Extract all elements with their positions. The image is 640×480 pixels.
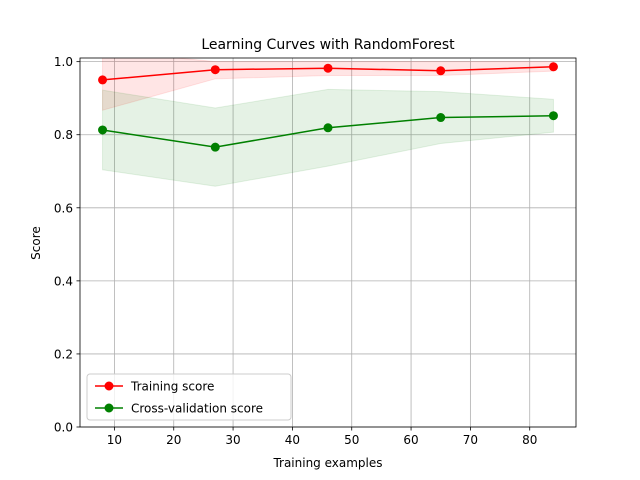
x-tick-label-0: 10 [107,433,122,447]
point-0-3 [436,66,446,76]
point-0-4 [548,62,558,72]
point-0-0 [98,75,108,85]
point-1-4 [548,111,558,121]
legend-box [86,373,292,421]
point-1-3 [436,113,446,123]
point-0-1 [210,65,220,75]
x-tick-label-2: 30 [225,433,240,447]
y-tick-label-0: 0.0 [54,421,73,435]
y-tick-label-4: 0.8 [54,128,73,142]
point-1-2 [323,123,333,133]
x-tick-label-7: 80 [522,433,537,447]
x-tick-label-5: 60 [403,433,418,447]
band-1 [102,88,554,187]
y-tick-label-1: 0.2 [54,347,73,361]
y-axis-label: Score [29,226,43,260]
chart-title: Learning Curves with RandomForest [201,37,455,53]
legend-label-1: Cross-validation score [131,402,263,416]
x-tick-label-1: 20 [166,433,181,447]
x-tick-label-6: 70 [463,433,478,447]
point-1-0 [98,125,108,135]
y-tick-label-3: 0.6 [54,201,73,215]
y-tick-label-5: 1.0 [54,55,73,69]
legend-marker-0 [104,381,114,391]
x-tick-label-3: 40 [285,433,300,447]
plot-area: 10 20 30 40 50 60 70 80 0.0 0.2 0.4 0.6 0.8 1.0 Traini… [54,55,577,447]
x-axis-label: Training examples [272,456,382,470]
axes-frame [79,57,577,428]
x-tick-label-4: 50 [344,433,359,447]
point-0-2 [323,63,333,73]
y-tick-label-2: 0.4 [54,274,73,288]
legend-label-0: Training score [130,380,214,394]
point-1-1 [210,142,220,152]
legend-marker-1 [104,403,114,413]
legend: Training score Cross-validation score [86,373,292,421]
